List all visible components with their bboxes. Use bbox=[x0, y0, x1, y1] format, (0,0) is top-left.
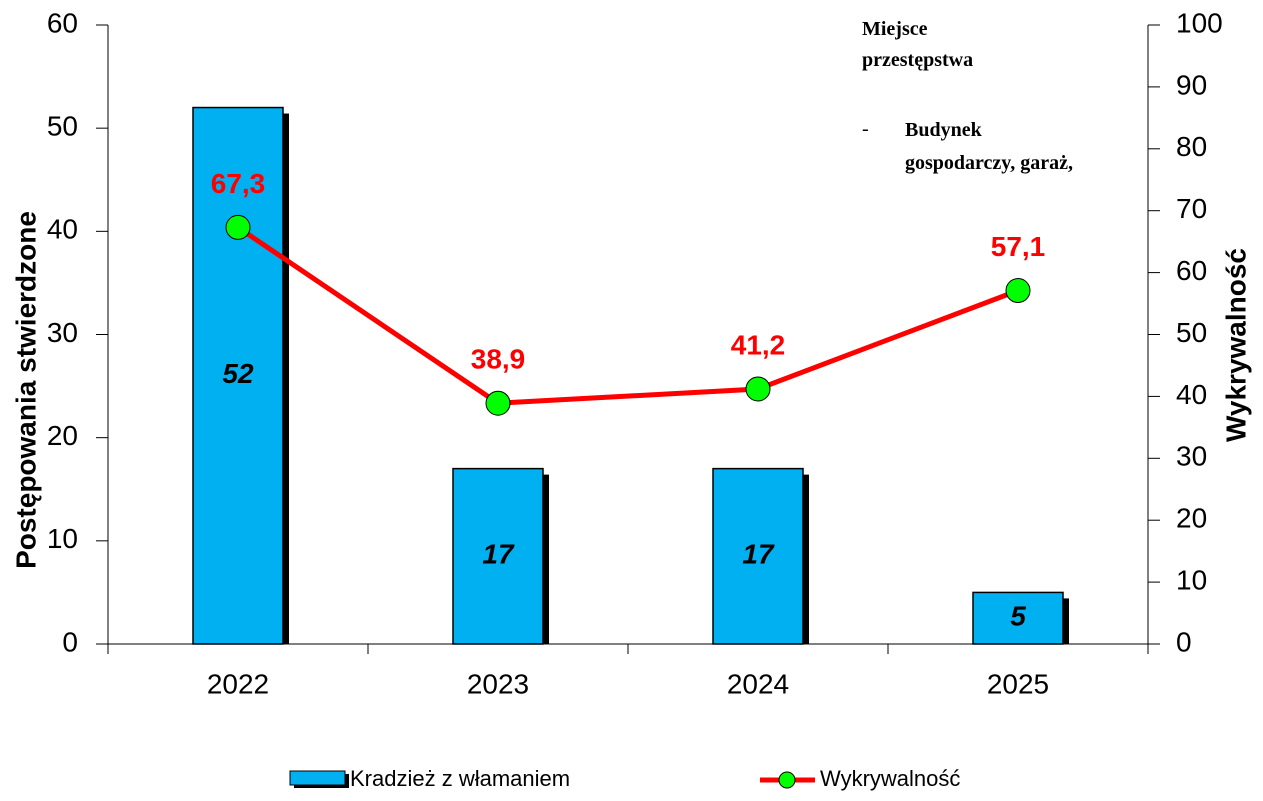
bar-value-label: 17 bbox=[482, 539, 515, 570]
y-tick-label: 0 bbox=[62, 626, 78, 657]
bar-value-label: 5 bbox=[1010, 601, 1026, 632]
line-marker bbox=[225, 214, 251, 240]
legend-swatch bbox=[289, 770, 346, 786]
y2-tick-label: 50 bbox=[1176, 317, 1207, 348]
y2-tick-label: 30 bbox=[1176, 441, 1207, 472]
y2-tick-label: 90 bbox=[1176, 69, 1207, 100]
bar bbox=[712, 467, 804, 645]
x-tick-label: 2022 bbox=[207, 668, 269, 699]
legend-label: Wykrywalność bbox=[820, 766, 960, 791]
y-tick-label: 40 bbox=[47, 214, 78, 245]
annotation: Budynek gospodarczy, garaż, bbox=[905, 119, 1073, 174]
x-tick-label: 2025 bbox=[987, 668, 1049, 699]
line-value-label: 67,3 bbox=[211, 168, 266, 199]
y-tick-label: 10 bbox=[47, 523, 78, 554]
line-value-label: 57,1 bbox=[991, 231, 1046, 262]
line-value-label: 41,2 bbox=[731, 329, 786, 360]
annotation: Miejsce przestępstwa bbox=[862, 18, 974, 71]
y2-tick-label: 20 bbox=[1176, 503, 1207, 534]
y2-tick-label: 0 bbox=[1176, 626, 1192, 657]
y2-tick-label: 10 bbox=[1176, 564, 1207, 595]
line-marker bbox=[485, 390, 511, 416]
legend-label: Kradzież z włamaniem bbox=[350, 766, 570, 791]
bar-value-label: 52 bbox=[222, 358, 254, 389]
line-value-label: 38,9 bbox=[471, 344, 526, 375]
y2-tick-label: 60 bbox=[1176, 255, 1207, 286]
line bbox=[236, 225, 1019, 406]
line-marker bbox=[745, 376, 771, 402]
y-axis-label: Postępowania stwierdzone bbox=[10, 211, 41, 569]
y2-tick-label: 70 bbox=[1176, 193, 1207, 224]
bar bbox=[192, 106, 284, 645]
y-tick-label: 50 bbox=[47, 111, 78, 142]
line-marker bbox=[1005, 278, 1031, 304]
bar-value-label: 17 bbox=[742, 539, 775, 570]
y-tick-label: 60 bbox=[47, 7, 78, 38]
bar bbox=[972, 591, 1064, 645]
y-tick-label: 30 bbox=[47, 317, 78, 348]
annotation: - bbox=[862, 118, 869, 140]
y2-tick-label: 100 bbox=[1176, 7, 1223, 38]
y-tick-label: 20 bbox=[47, 420, 78, 451]
legend-marker bbox=[778, 771, 796, 789]
x-tick-label: 2023 bbox=[467, 668, 529, 699]
y2-axis-label: Wykrywalność bbox=[1220, 248, 1251, 442]
y2-tick-label: 80 bbox=[1176, 131, 1207, 162]
y2-tick-label: 40 bbox=[1176, 379, 1207, 410]
bar bbox=[452, 467, 544, 645]
x-tick-label: 2024 bbox=[727, 668, 789, 699]
